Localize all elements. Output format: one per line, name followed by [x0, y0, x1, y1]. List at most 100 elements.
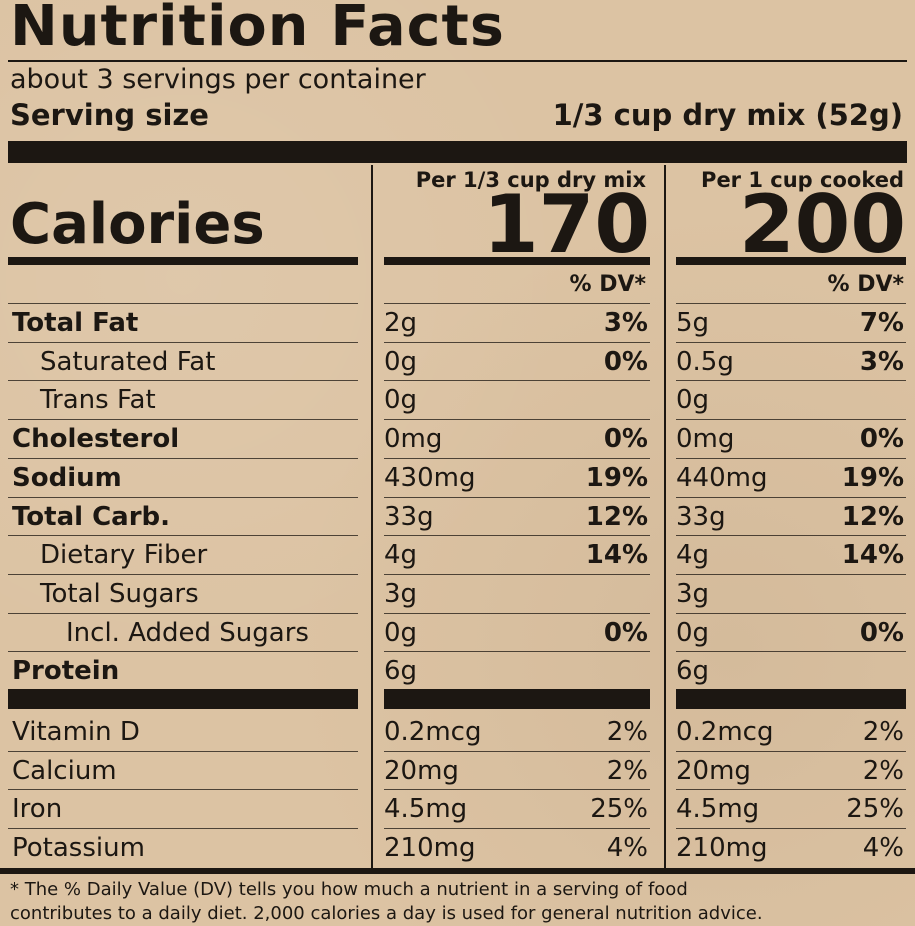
- row-divider: [8, 457, 358, 459]
- column-1-amount: 0mg: [384, 424, 443, 455]
- row-divider: [8, 419, 358, 421]
- title-rule: [8, 60, 907, 62]
- nutrient-row: Trans Fat 0g 0g: [0, 381, 915, 419]
- column-2-dv: 2%: [862, 755, 904, 786]
- nutrient-name: Sodium: [12, 462, 122, 493]
- row-divider: [8, 789, 358, 791]
- nutrient-name: Protein: [12, 656, 120, 687]
- row-divider: [384, 457, 650, 459]
- row-divider: [384, 341, 650, 343]
- nutrient-name: Saturated Fat: [40, 346, 216, 377]
- column-1-dv: 12%: [585, 501, 648, 532]
- column-1-dv: 2%: [606, 755, 648, 786]
- row-divider: [676, 380, 906, 382]
- column-1-amount: 430mg: [384, 462, 476, 493]
- nutrient-name: Total Sugars: [40, 578, 199, 609]
- column-divider-2: [664, 165, 666, 868]
- column-1-amount: 3g: [384, 578, 418, 609]
- vitamin-rule-col1: [384, 689, 650, 709]
- column-1-dv: 0%: [603, 617, 648, 648]
- vitamin-name: Vitamin D: [12, 717, 140, 747]
- column-1-amount: 6g: [384, 656, 418, 687]
- nutrient-row: Total Carb. 33g 12% 33g 12%: [0, 498, 915, 536]
- column-1-dv: 3%: [603, 308, 648, 338]
- column-divider-1: [371, 165, 373, 868]
- vitamin-row: Potassium 210mg 4% 210mg 4%: [0, 829, 915, 867]
- nutrient-row: Incl. Added Sugars 0g 0% 0g 0%: [0, 614, 915, 652]
- vitamin-rule-left: [8, 689, 358, 709]
- column-2-amount: 3g: [676, 578, 710, 609]
- column-2-amount: 4.5mg: [676, 794, 760, 825]
- row-divider: [676, 496, 906, 498]
- servings-per-container: about 3 servings per container: [10, 64, 426, 95]
- vitamin-name: Iron: [12, 794, 63, 825]
- label-title: Nutrition Facts: [10, 0, 505, 59]
- column-2-dv: 12%: [841, 501, 904, 532]
- vitamin-row: Vitamin D 0.2mcg 2% 0.2mcg 2%: [0, 713, 915, 751]
- column-1-dv: 14%: [585, 540, 648, 571]
- row-divider: [384, 496, 650, 498]
- nutrient-row: Saturated Fat 0g 0% 0.5g 3%: [0, 343, 915, 381]
- column-2-dv: 25%: [846, 794, 904, 825]
- column-2-amount: 0mg: [676, 424, 735, 455]
- row-divider: [676, 419, 906, 421]
- column-1-dv-header: % DV*: [569, 272, 647, 297]
- serving-size-value: 1/3 cup dry mix (52g): [552, 98, 903, 132]
- column-2-header: Per 1 cup cooked: [701, 168, 904, 192]
- nutrient-name: Total Fat: [12, 308, 139, 338]
- column-1-dv: 25%: [590, 794, 648, 825]
- column-1-amount: 20mg: [384, 755, 459, 786]
- row-divider: [384, 789, 650, 791]
- row-divider: [676, 789, 906, 791]
- column-1-amount: 33g: [384, 501, 434, 532]
- vitamin-name: Calcium: [12, 755, 117, 786]
- column-2-dv: 0%: [859, 424, 904, 455]
- footnote-line-1: * The % Daily Value (DV) tells you how m…: [10, 879, 688, 900]
- vitamin-row: Calcium 20mg 2% 20mg 2%: [0, 752, 915, 790]
- column-2-dv: 4%: [862, 833, 904, 864]
- nutrient-row: Cholesterol 0mg 0% 0mg 0%: [0, 420, 915, 458]
- column-2-amount: 6g: [676, 656, 710, 687]
- row-divider: [676, 612, 906, 614]
- row-divider: [384, 612, 650, 614]
- nutrient-name: Trans Fat: [40, 385, 156, 416]
- row-divider: [8, 303, 358, 304]
- nutrient-row: Sodium 430mg 19% 440mg 19%: [0, 459, 915, 497]
- row-divider: [8, 341, 358, 343]
- vitamin-row: Iron 4.5mg 25% 4.5mg 25%: [0, 790, 915, 828]
- nutrient-row: Total Fat 2g 3% 5g 7%: [0, 304, 915, 342]
- row-divider: [8, 535, 358, 537]
- calories-rule-left: [8, 257, 358, 265]
- nutrient-row: Total Sugars 3g 3g: [0, 575, 915, 613]
- footnote: * The % Daily Value (DV) tells you how m…: [10, 878, 763, 926]
- nutrient-name: Cholesterol: [12, 424, 180, 455]
- column-1-dv: 19%: [585, 462, 648, 493]
- column-2-dv: 2%: [862, 717, 904, 747]
- row-divider: [676, 651, 906, 653]
- column-2-dv: 0%: [859, 617, 904, 648]
- nutrient-row: Protein 6g 6g: [0, 652, 915, 690]
- column-2-amount: 0.2mcg: [676, 717, 774, 747]
- column-1-amount: 0g: [384, 385, 418, 416]
- column-2-dv: 14%: [841, 540, 904, 571]
- column-1-dv: 0%: [603, 346, 648, 377]
- column-2-amount: 4g: [676, 540, 710, 571]
- row-divider: [8, 496, 358, 498]
- column-2-calories: 200: [739, 178, 906, 271]
- column-1-amount: 210mg: [384, 833, 476, 864]
- column-1-dv: 0%: [603, 424, 648, 455]
- nutrient-name: Dietary Fiber: [40, 540, 208, 571]
- row-divider: [676, 535, 906, 537]
- row-divider: [384, 573, 650, 575]
- column-2-dv: 7%: [859, 308, 904, 338]
- thick-rule-top: [8, 141, 907, 163]
- calories-rule-col2: [676, 257, 906, 265]
- calories-label: Calories: [10, 192, 265, 257]
- column-2-dv-header: % DV*: [827, 272, 905, 297]
- row-divider: [384, 303, 650, 304]
- nutrient-name: Incl. Added Sugars: [66, 617, 309, 648]
- row-divider: [8, 651, 358, 653]
- column-2-amount: 0g: [676, 617, 710, 648]
- calories-rule-col1: [384, 257, 650, 265]
- row-divider: [676, 303, 906, 304]
